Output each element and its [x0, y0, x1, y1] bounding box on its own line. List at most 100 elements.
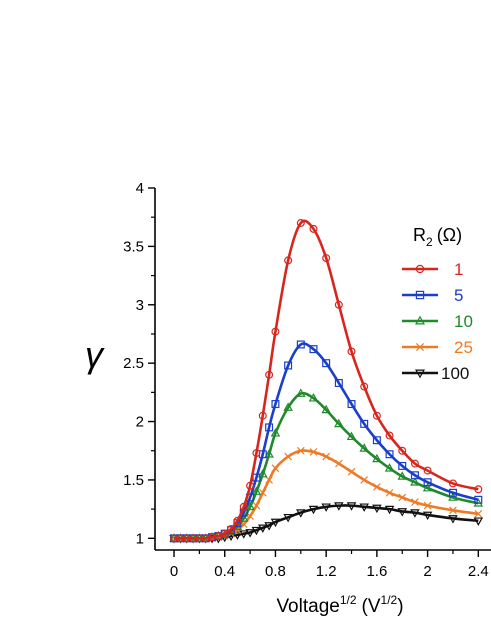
data-point: [372, 436, 381, 445]
data-point: [284, 361, 293, 370]
legend-title-sub: 2: [426, 235, 433, 249]
series-line: [174, 219, 479, 540]
legend-entry: 100: [402, 364, 469, 383]
data-point: [448, 492, 458, 501]
data-point: [415, 264, 425, 274]
data-point: [238, 530, 249, 539]
data-point: [347, 400, 356, 409]
y-tick-label: 3: [136, 297, 144, 314]
legend-entry: 10: [402, 312, 473, 331]
series-25: [170, 446, 483, 543]
data-point: [385, 431, 394, 440]
data-point: [397, 471, 408, 480]
x-tick-label: 2: [423, 563, 431, 580]
series-layer: [169, 219, 484, 544]
data-point: [258, 411, 267, 420]
x-ticks: 0 0.4 0.8 1.2 1.6 2 2.4: [170, 550, 489, 580]
data-point: [410, 509, 420, 518]
data-point: [347, 347, 356, 356]
data-point: [397, 508, 408, 517]
data-point: [385, 488, 394, 497]
data-point: [309, 448, 318, 456]
series-1: [170, 219, 483, 543]
data-point: [322, 452, 330, 461]
data-point: [258, 524, 268, 533]
data-point: [322, 359, 331, 368]
data-point: [373, 483, 381, 491]
data-point: [220, 529, 229, 538]
x-tick-label: 1.6: [366, 563, 387, 580]
y-tick-label: 3.5: [123, 238, 144, 255]
data-point: [448, 515, 458, 524]
legend: R2 (Ω) 1 5 10 25 100: [402, 225, 473, 383]
data-point: [258, 468, 268, 478]
data-point: [422, 482, 433, 492]
y-tick-label: 2.5: [123, 355, 144, 372]
data-point: [335, 459, 343, 468]
data-point: [474, 485, 483, 494]
data-point: [252, 449, 261, 458]
y-ticks: 1 1.5 2 2.5 3 3.5 4: [123, 180, 155, 547]
x-tick-label: 0.8: [265, 563, 286, 580]
data-point: [252, 501, 261, 510]
data-point: [346, 502, 357, 511]
data-point: [398, 446, 407, 455]
legend-title: R2 (Ω): [413, 225, 462, 249]
data-point: [423, 478, 432, 487]
x-axis-label-main-sup: 1/2: [340, 593, 357, 607]
data-point: [360, 476, 369, 484]
data-point: [246, 481, 255, 490]
data-point: [270, 518, 281, 528]
data-point: [284, 256, 293, 265]
data-point: [321, 503, 331, 512]
data-point: [384, 463, 395, 472]
data-point: [251, 526, 262, 536]
data-point: [233, 516, 242, 525]
data-point: [359, 443, 369, 452]
axes-layer: [154, 188, 491, 551]
data-point: [271, 327, 280, 336]
data-point: [410, 459, 419, 468]
y-tick-label: 2: [136, 414, 144, 431]
data-point: [321, 404, 331, 414]
data-point: [245, 501, 255, 511]
data-point: [474, 509, 483, 518]
series-line: [174, 449, 479, 540]
data-point: [372, 504, 382, 514]
x-tick-label: 0: [170, 563, 178, 580]
data-point: [283, 513, 293, 523]
series-10: [169, 388, 484, 542]
data-point: [296, 388, 306, 397]
data-point: [410, 471, 419, 480]
data-point: [359, 503, 369, 512]
data-point: [258, 488, 267, 497]
data-point: [322, 254, 331, 263]
data-point: [232, 531, 243, 540]
data-point: [283, 402, 293, 411]
x-axis-label-main: Voltage: [276, 596, 339, 617]
data-point: [415, 369, 425, 379]
data-point: [448, 488, 457, 497]
data-point: [265, 423, 274, 432]
data-point: [473, 517, 484, 526]
x-axis-label-unit-sup: 1/2: [381, 593, 398, 607]
data-point: [334, 418, 344, 428]
data-point: [239, 502, 248, 511]
data-point: [308, 393, 319, 402]
data-point: [265, 370, 274, 379]
data-point: [410, 477, 420, 486]
legend-label: 1: [454, 260, 463, 279]
data-point: [296, 219, 305, 228]
data-point: [296, 509, 306, 518]
legend-label: 100: [441, 364, 469, 383]
data-point: [449, 506, 457, 515]
data-point: [346, 431, 357, 441]
legend-entry: 1: [402, 260, 463, 279]
data-point: [334, 379, 343, 388]
data-point: [411, 498, 419, 506]
x-axis-label: Voltage1/2 (V1/2): [276, 593, 403, 617]
data-point: [423, 501, 432, 510]
data-point: [227, 524, 236, 533]
data-point: [270, 428, 281, 437]
data-point: [309, 224, 318, 233]
